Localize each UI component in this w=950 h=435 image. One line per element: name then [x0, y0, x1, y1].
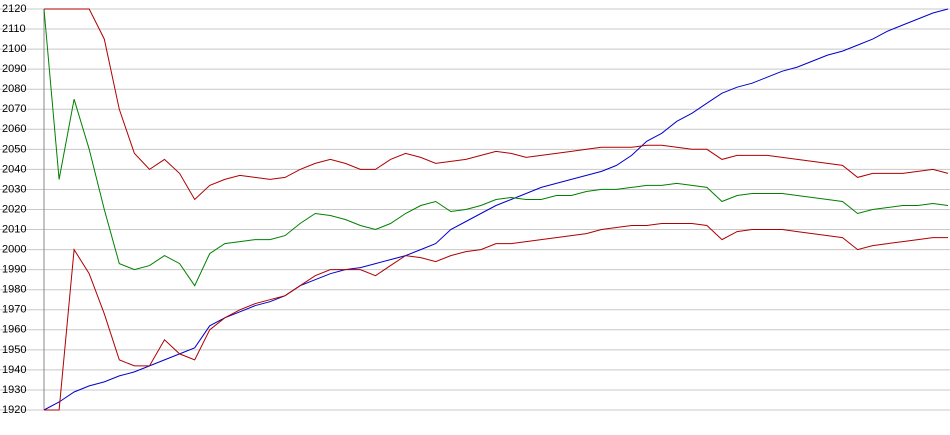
- y-tick-label: 1950: [2, 344, 26, 356]
- series-line: [43, 8, 949, 287]
- y-tick-label: 2070: [2, 103, 26, 115]
- y-tick-label: 2110: [2, 23, 26, 35]
- y-tick-label: 1970: [2, 304, 26, 316]
- series-line: [43, 8, 949, 411]
- y-tick-label: 2050: [2, 143, 26, 155]
- series-line: [44, 8, 949, 201]
- y-tick-label: 1980: [2, 284, 26, 296]
- y-tick-label: 1940: [2, 364, 26, 376]
- y-tick-label: 2090: [2, 63, 26, 75]
- y-tick-label: 1920: [2, 404, 26, 416]
- y-tick-label: 2000: [2, 244, 26, 256]
- y-tick-label: 2060: [2, 123, 26, 135]
- y-tick-label: 1930: [2, 384, 26, 396]
- series-line: [44, 223, 948, 411]
- y-tick-label: 1960: [2, 324, 26, 336]
- y-tick-label: 2020: [2, 203, 26, 215]
- y-tick-label: 2040: [2, 163, 26, 175]
- y-tick-label: 2030: [2, 183, 26, 195]
- y-tick-label: 2010: [2, 223, 26, 235]
- y-tick-label: 2080: [2, 83, 26, 95]
- y-tick-label: 2120: [2, 3, 26, 15]
- y-tick-label: 1990: [2, 264, 26, 276]
- y-tick-label: 2100: [2, 43, 26, 55]
